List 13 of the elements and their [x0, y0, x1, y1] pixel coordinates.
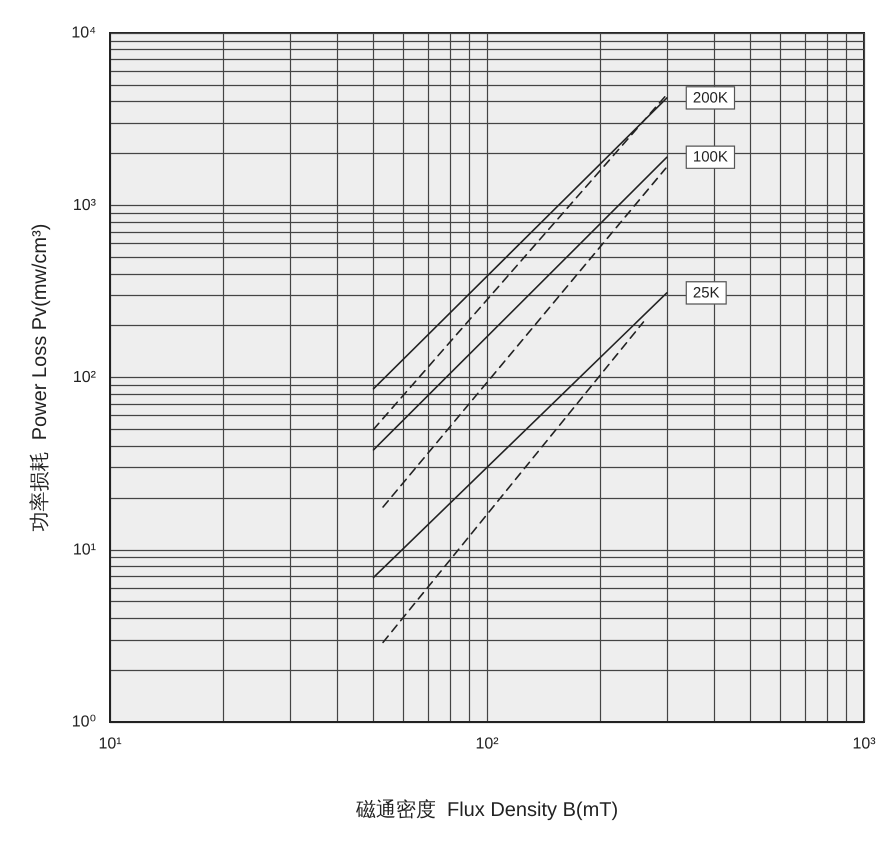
- y-tick-label: 10¹: [72, 541, 96, 558]
- y-axis-title: 功率损耗 Power Loss Pv(mw/cm³): [29, 224, 51, 532]
- x-tick-label: 10²: [475, 736, 500, 752]
- y-tick-label: 10³: [72, 196, 97, 214]
- x-axis-title: 磁通密度 Flux Density B(mT): [354, 799, 618, 821]
- series-label: 100K: [692, 148, 728, 166]
- y-tick-label: 10⁴: [71, 24, 96, 42]
- x-tick-label: 10¹: [98, 736, 122, 752]
- series-label: 25K: [692, 284, 720, 302]
- series-label: 200K: [692, 89, 728, 106]
- y-tick-label: 10²: [72, 369, 97, 386]
- y-tick-label: 10⁰: [72, 714, 96, 730]
- x-tick-label: 10³: [852, 736, 876, 752]
